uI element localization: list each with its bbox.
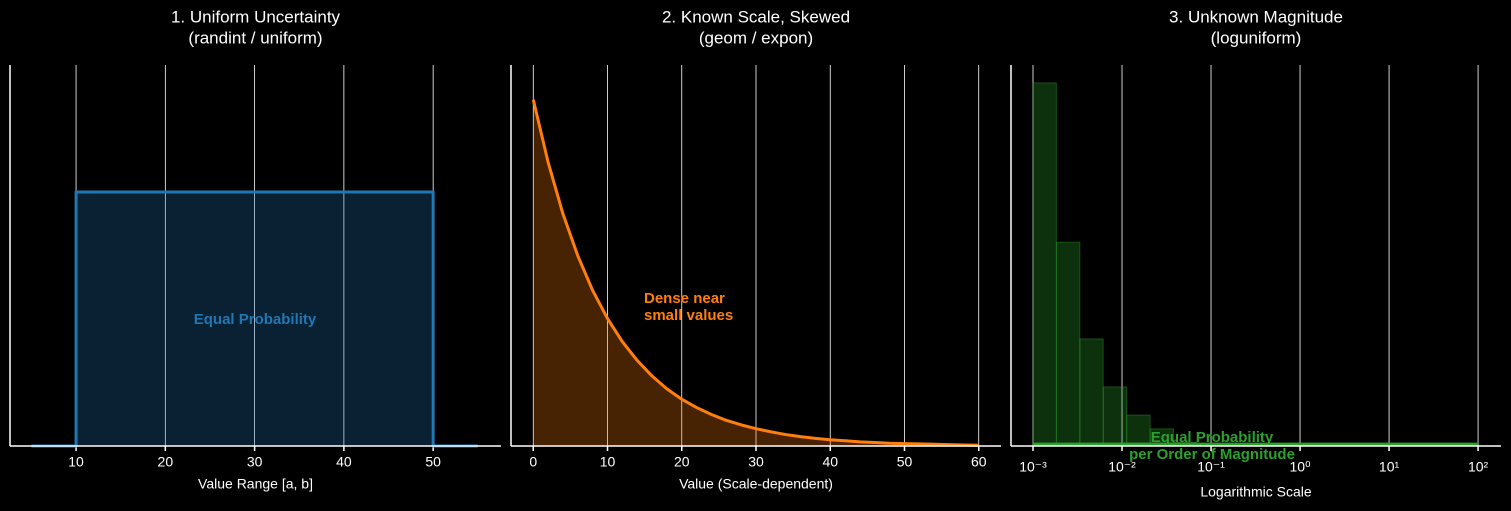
annotation: small values xyxy=(644,307,733,324)
x-tick-label: 0 xyxy=(529,454,537,470)
x-tick-label: 10⁻³ xyxy=(1019,459,1047,475)
chart-subtitle: (loguniform) xyxy=(1211,28,1302,47)
x-tick-label: 50 xyxy=(897,454,913,470)
chart-subtitle: (randint / uniform) xyxy=(188,28,322,47)
x-tick-label: 20 xyxy=(158,454,174,470)
x-tick-label: 10⁰ xyxy=(1289,459,1311,475)
x-tick-label: 10⁻² xyxy=(1108,459,1136,475)
x-tick-label: 40 xyxy=(822,454,838,470)
annotation: per Order of Magnitude xyxy=(1129,446,1295,463)
annotation: Dense near xyxy=(644,290,725,307)
chart-title: 1. Uniform Uncertainty xyxy=(171,7,341,26)
x-tick-label: 10 xyxy=(600,454,616,470)
data-line-fill xyxy=(533,99,979,447)
x-tick-label: 10¹ xyxy=(1379,459,1400,475)
x-tick-label: 30 xyxy=(247,454,263,470)
x-tick-label: 10 xyxy=(68,454,84,470)
x-axis-label: Logarithmic Scale xyxy=(1200,484,1311,500)
histogram-bar xyxy=(1055,241,1081,447)
histogram-bar xyxy=(1079,338,1104,447)
annotation: Equal Probability xyxy=(1151,429,1274,446)
data-line-fill xyxy=(31,192,478,446)
x-tick-label: 40 xyxy=(336,454,352,470)
x-tick-label: 20 xyxy=(674,454,690,470)
x-axis-label: Value (Scale-dependent) xyxy=(679,476,833,492)
histogram-bar xyxy=(1126,414,1151,447)
chart-subtitle: (geom / expon) xyxy=(699,28,813,47)
histogram-bar xyxy=(1032,82,1057,447)
histogram-bar xyxy=(1102,386,1128,447)
x-tick-label: 10⁻¹ xyxy=(1197,459,1225,475)
chart-title: 3. Unknown Magnitude xyxy=(1169,7,1343,26)
x-tick-label: 60 xyxy=(971,454,987,470)
chart-title: 2. Known Scale, Skewed xyxy=(662,7,850,26)
x-axis-label: Value Range [a, b] xyxy=(198,476,313,492)
x-tick-label: 50 xyxy=(425,454,441,470)
x-tick-label: 10² xyxy=(1468,459,1489,475)
annotation: Equal Probability xyxy=(194,311,317,328)
data-line xyxy=(531,99,979,447)
x-tick-label: 30 xyxy=(748,454,764,470)
